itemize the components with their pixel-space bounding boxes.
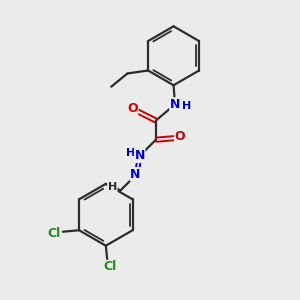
Text: H: H [108, 182, 117, 192]
Text: N: N [170, 98, 180, 111]
Text: H: H [126, 148, 135, 158]
Text: N: N [130, 168, 140, 181]
Text: H: H [182, 101, 191, 111]
Text: N: N [134, 149, 145, 162]
Text: Cl: Cl [47, 227, 61, 240]
Text: O: O [127, 102, 138, 115]
Text: O: O [175, 130, 185, 143]
Text: Cl: Cl [103, 260, 117, 273]
